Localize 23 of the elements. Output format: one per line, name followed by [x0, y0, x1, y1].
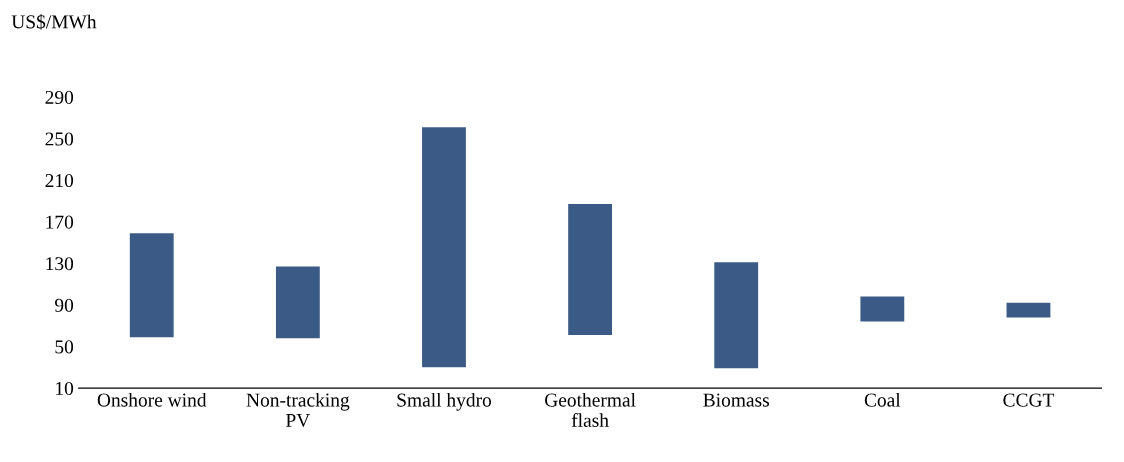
- y-tick-label: 250: [45, 132, 74, 146]
- bar: [275, 266, 320, 339]
- bar: [568, 204, 613, 336]
- bar: [129, 233, 174, 338]
- bar: [860, 296, 905, 322]
- y-axis-title: US$/MWh: [11, 14, 97, 30]
- y-tick-label: 50: [55, 340, 74, 354]
- x-tick-label: Geothermal flash: [545, 392, 636, 427]
- y-tick-label: 290: [45, 90, 74, 104]
- y-tick-label: 130: [46, 257, 74, 271]
- bar: [422, 127, 466, 368]
- bar: [714, 262, 759, 369]
- x-tick-label: CCGT: [1003, 393, 1055, 407]
- y-tick-label: 170: [46, 215, 74, 229]
- x-tick-label: Biomass: [703, 393, 770, 407]
- x-tick-label: Small hydro: [397, 392, 492, 411]
- x-tick-label: Onshore wind: [97, 392, 207, 407]
- y-tick-label: 90: [55, 298, 74, 312]
- bar: [1006, 302, 1051, 318]
- x-tick-label: Non-tracking PV: [246, 392, 350, 428]
- y-tick-label: 210: [45, 174, 74, 188]
- x-tick-label: Coal: [864, 392, 901, 407]
- y-tick-label: 10: [56, 381, 74, 396]
